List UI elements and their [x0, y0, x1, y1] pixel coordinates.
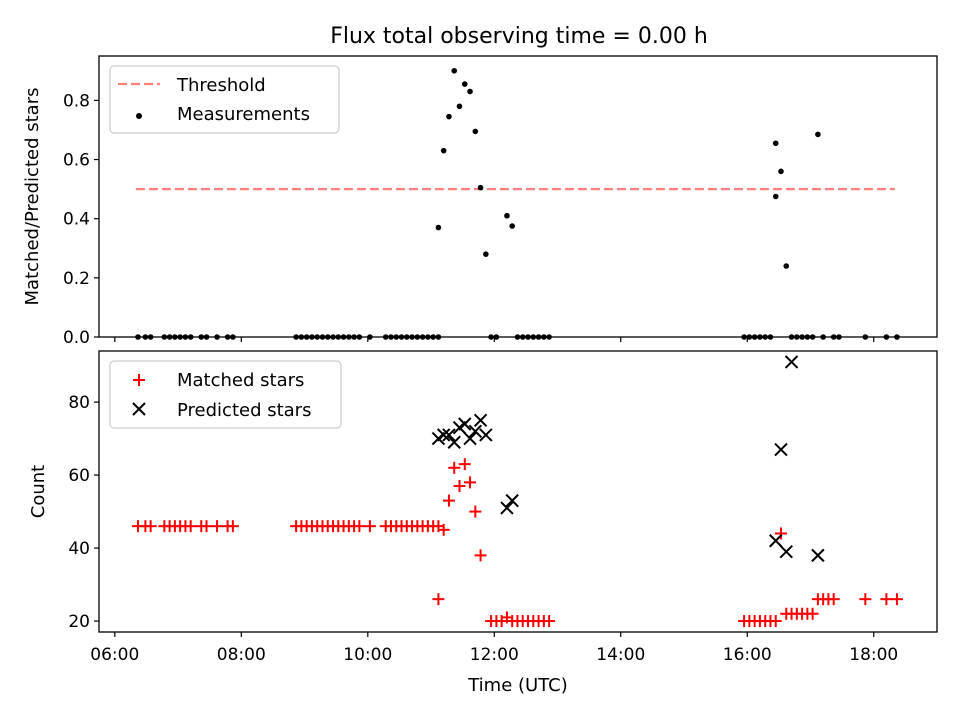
matched-star-point: [474, 549, 487, 562]
matched-star-point: [827, 593, 840, 606]
measurement-point: [772, 140, 779, 147]
x-tick-label: 10:00: [343, 645, 392, 665]
top-x-ticks: [114, 337, 875, 342]
predicted-star-point: [479, 428, 493, 442]
y-tick-label: 60: [68, 466, 90, 486]
predicted-star-point: [811, 548, 825, 563]
bottom-axes: 20 40 60 80 06:00 08:00 10:00 12:00 14:00 16:00 1…: [28, 350, 938, 696]
top-axes: 0.00.20.40.60.8 Matched/Predicted stars …: [22, 55, 938, 348]
predicted-star-point: [436, 428, 451, 442]
bottom-legend-box: [109, 360, 342, 429]
y-tick-label: 40: [68, 539, 90, 559]
top-axes-frame: [98, 55, 938, 338]
legend-measurements-label: Measurements: [177, 104, 310, 125]
matched-star-point: [890, 593, 903, 606]
measurement-point: [483, 251, 489, 257]
matched-star-point: [226, 520, 239, 533]
matched-star-point: [469, 505, 482, 518]
measurement-point: [440, 147, 447, 154]
measurement-point: [815, 131, 821, 138]
matched-star-point: [769, 615, 782, 628]
matched-star-point: [543, 615, 556, 628]
measurement-point: [504, 212, 510, 219]
predicted-star-point: [473, 413, 488, 428]
measurement-point: [778, 168, 784, 175]
measurement-point: [456, 103, 463, 110]
predicted-star-point: [458, 417, 472, 431]
x-tick-label: 14:00: [596, 645, 645, 665]
bottom-y-ticks: 20 40 60 80: [68, 393, 99, 632]
x-tick-label: 12:00: [470, 645, 519, 665]
predicted-star-point: [769, 534, 783, 548]
predicted-star-point: [774, 442, 788, 457]
measurement-point: [783, 263, 790, 269]
bottom-y-axis-label: Count: [28, 465, 49, 518]
bottom-x-ticks: 06:00 08:00 10:00 12:00 14:00 16:00 18:00: [90, 632, 898, 665]
matched-star-point: [880, 593, 893, 606]
predicted-star-point: [500, 501, 514, 515]
y-tick-label: 0.4: [63, 210, 90, 230]
measurement-point: [477, 184, 484, 191]
y-tick-label: 0.8: [63, 91, 90, 111]
matched-star-point: [453, 480, 466, 493]
matched-star-point: [363, 520, 376, 533]
predicted-star-point: [468, 424, 483, 438]
matched-star-point: [437, 523, 450, 536]
bottom-legend: Matched stars Predicted stars: [109, 360, 342, 429]
predicted-star-point: [784, 355, 799, 369]
x-tick-label: 16:00: [723, 645, 772, 665]
legend-threshold-label: Threshold: [176, 75, 266, 96]
top-y-axis-label: Matched/Predicted stars: [22, 88, 43, 306]
x-tick-label: 18:00: [849, 645, 898, 665]
legend-measurements-swatch: [136, 113, 142, 119]
y-tick-label: 80: [68, 393, 90, 413]
matched-star-point: [353, 520, 366, 533]
y-tick-label: 0.6: [63, 151, 90, 171]
y-tick-label: 20: [68, 612, 90, 632]
measurement-point: [772, 193, 779, 200]
measurement-point: [467, 88, 473, 95]
matched-star-point: [458, 458, 471, 471]
top-legend-box: [109, 65, 340, 134]
matched-star-point: [859, 593, 872, 606]
measurement-point: [509, 223, 516, 229]
matched-star-point: [200, 520, 213, 533]
matched-star-point: [432, 593, 445, 606]
x-tick-label: 08:00: [217, 645, 266, 665]
legend-predicted-swatch: [132, 402, 146, 416]
measurement-point: [472, 128, 479, 135]
bottom-plot-area: [132, 355, 903, 628]
matched-star-point: [184, 520, 197, 533]
y-tick-label: 0.0: [63, 328, 90, 348]
top-y-ticks: 0.0 0.2 0.4 0.6 0.8: [63, 91, 99, 348]
measurement-point: [451, 67, 458, 74]
predicted-star-point: [463, 431, 477, 446]
chart-title: Flux total observing time = 0.00 h: [330, 24, 708, 49]
predicted-star-point: [442, 428, 456, 442]
measurement-point: [446, 113, 452, 120]
matched-star-point: [448, 461, 461, 474]
bottom-axes-frame: [98, 350, 938, 633]
measurement-point: [435, 224, 442, 231]
legend-predicted-label: Predicted stars: [177, 400, 311, 421]
predicted-star-point: [505, 493, 519, 508]
matched-star-point: [464, 476, 477, 489]
measurement-point: [461, 81, 468, 87]
x-tick-label: 06:00: [90, 645, 139, 665]
top-legend: Threshold Measurements: [109, 65, 340, 134]
legend-matched-swatch: [133, 374, 145, 386]
legend-matched-label: Matched stars: [177, 370, 304, 391]
x-axis-label: Time (UTC): [467, 675, 568, 696]
matched-star-point: [144, 520, 157, 533]
matched-star-point: [774, 527, 787, 540]
matched-star-point: [806, 607, 819, 620]
matched-star-point: [211, 520, 224, 533]
predicted-star-point: [447, 435, 461, 449]
y-tick-label: 0.2: [63, 269, 90, 289]
predicted-star-point: [779, 545, 793, 559]
matched-star-point: [442, 494, 455, 507]
